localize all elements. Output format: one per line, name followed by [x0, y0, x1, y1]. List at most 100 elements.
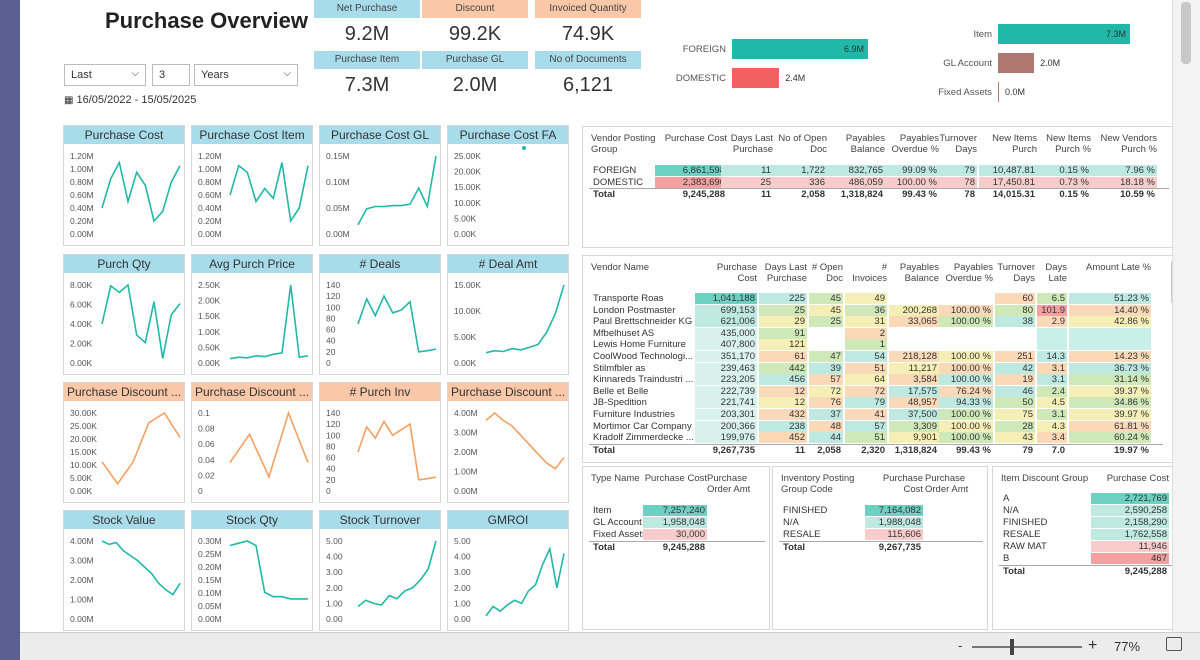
scroll-thumb[interactable] — [1181, 2, 1191, 64]
table-cell[interactable]: 0.73 % — [1037, 176, 1091, 188]
column-header[interactable]: Purchase Cost — [1106, 473, 1169, 484]
table-cell[interactable]: 9,901 — [889, 432, 939, 444]
table-cell[interactable]: 94.33 % — [939, 397, 993, 409]
table-cell[interactable]: 1,041,188 — [695, 293, 757, 304]
zoom-out-button[interactable]: - — [958, 638, 963, 653]
table-cell[interactable]: 121 — [759, 339, 807, 351]
table-cell[interactable]: 0.15 % — [1037, 165, 1091, 176]
table-cell[interactable]: Furniture Industries — [593, 409, 675, 420]
table-cell[interactable]: Mortimor Car Company — [593, 420, 692, 432]
table-cell[interactable]: 11,946 — [1091, 541, 1169, 552]
table-cell[interactable]: 435,000 — [695, 327, 757, 339]
column-header[interactable]: Purchase Cost — [644, 473, 707, 484]
table-cell[interactable]: 336 — [773, 176, 827, 188]
table-cell[interactable]: 6,861,598 — [655, 165, 727, 176]
table-cell[interactable]: 75 — [995, 409, 1035, 420]
series-line[interactable] — [357, 294, 437, 353]
table-cell[interactable]: RESALE — [783, 529, 821, 540]
table-cell[interactable] — [1069, 327, 1151, 339]
table-cell[interactable]: GL Account — [593, 517, 642, 528]
table-cell[interactable]: 1,958,048 — [643, 517, 707, 528]
column-header[interactable]: New Items Purch % — [1046, 133, 1091, 155]
column-header[interactable]: Payables Overdue % — [945, 262, 993, 284]
column-header[interactable]: Purchase Cost — [716, 262, 757, 284]
table-cell[interactable]: 72 — [809, 385, 843, 397]
table-cell[interactable]: B — [1003, 553, 1010, 564]
column-header[interactable]: Payables Overdue % — [891, 133, 939, 155]
table-cell[interactable]: 50 — [995, 397, 1035, 409]
table-cell[interactable]: RESALE — [1003, 529, 1041, 540]
table-cell[interactable] — [809, 339, 843, 350]
table-cell[interactable]: 11 — [721, 165, 773, 176]
chart-card[interactable]: Avg Purch Price 2.50K 2.00K 1.50K 1.00K 0.50K… — [191, 254, 313, 375]
page-scrollbar[interactable] — [1172, 0, 1200, 632]
table-cell[interactable]: 11,217 — [889, 362, 939, 374]
table-cell[interactable]: 17,575 — [889, 385, 939, 397]
table-cell[interactable]: Lewis Home Furniture — [593, 339, 686, 351]
table-cell[interactable]: 25 — [759, 304, 807, 316]
table-cell[interactable]: 3.4 — [1037, 432, 1067, 444]
series-line[interactable] — [357, 540, 437, 608]
table-cell[interactable]: 14.40 % — [1069, 304, 1151, 316]
table-cell[interactable]: 221,741 — [695, 397, 757, 409]
table-cell[interactable]: 1 — [845, 339, 887, 351]
table-cell[interactable]: 7.96 % — [1091, 165, 1157, 176]
column-header[interactable]: Amount Late % — [1086, 262, 1151, 273]
chart-card[interactable]: Stock Turnover 5.00 4.00 3.00 2.00 1.00 0.00 — [319, 510, 441, 631]
series-line[interactable] — [485, 284, 565, 354]
table-cell[interactable]: Item — [593, 505, 612, 516]
table-cell[interactable]: 79 — [845, 397, 887, 409]
table-cell[interactable]: 51 — [845, 432, 887, 444]
column-header[interactable]: Purchase Order Amt — [925, 473, 969, 495]
table-cell[interactable]: 76.24 % — [939, 385, 993, 397]
table-cell[interactable]: 46 — [995, 385, 1035, 397]
table-cell[interactable]: 12 — [759, 385, 807, 397]
table-cell[interactable]: 2 — [845, 327, 887, 339]
table-cell[interactable]: A — [1003, 493, 1010, 504]
table-cell[interactable]: 1,762,558 — [1091, 529, 1169, 540]
chart-card[interactable]: Purchase Discount ... 0.1 0.08 0.06 0.04 0.02… — [191, 382, 313, 503]
chart-card[interactable]: Purchase Cost 1.20M 1.00M 0.80M 0.60M 0.40M 0.… — [63, 125, 185, 246]
chart-card[interactable]: Purch Qty 8.00K 6.00K 4.00K 2.00K 0.00K — [63, 254, 185, 375]
table-cell[interactable]: 33,065 — [889, 316, 939, 328]
zoom-in-button[interactable]: + — [1088, 637, 1098, 654]
table-cell[interactable]: 4.3 — [1037, 420, 1067, 432]
table-cell[interactable]: Paul Brettschneider KG — [593, 316, 693, 328]
table-cell[interactable]: 200,366 — [695, 420, 757, 432]
table-cell[interactable]: London Postmaster — [593, 304, 676, 316]
table-cell[interactable]: 1,722 — [773, 165, 827, 176]
chart-card[interactable]: Stock Value 4.00M 3.00M 2.00M 1.00M 0.00M — [63, 510, 185, 631]
table-cell[interactable]: N/A — [1003, 505, 1019, 516]
table-cell[interactable]: 42 — [995, 362, 1035, 374]
table-cell[interactable]: 19 — [995, 374, 1035, 386]
series-line[interactable] — [357, 419, 437, 481]
table-cell[interactable] — [707, 505, 763, 516]
table-cell[interactable]: 42.86 % — [1069, 316, 1151, 328]
table-cell[interactable]: 64 — [845, 374, 887, 386]
table-cell[interactable]: 699,153 — [695, 304, 757, 316]
table-cell[interactable]: 467 — [1091, 553, 1169, 564]
table-cell[interactable]: JB-Spedition — [593, 397, 647, 409]
table-cell[interactable]: 49 — [845, 293, 887, 304]
column-header[interactable]: Vendor Name — [591, 262, 650, 273]
column-header[interactable]: Turnover Days — [997, 262, 1035, 284]
table-cell[interactable] — [1037, 327, 1067, 339]
table-cell[interactable]: 25 — [809, 316, 843, 328]
table-cell[interactable]: Kradolf Zimmerdecke ... — [593, 432, 694, 444]
table-cell[interactable]: 2,590,258 — [1091, 505, 1169, 516]
column-header[interactable]: Type Name — [591, 473, 640, 484]
table-cell[interactable]: 222,739 — [695, 385, 757, 397]
table-cell[interactable]: 28 — [995, 420, 1035, 432]
table-cell[interactable] — [939, 339, 993, 350]
chart-card[interactable]: Purchase Cost Item 1.20M 1.00M 0.80M 0.60M 0.… — [191, 125, 313, 246]
column-header[interactable]: Purchase Cost — [664, 133, 727, 144]
series-line[interactable] — [101, 411, 181, 486]
zoom-slider[interactable] — [972, 646, 1082, 648]
table-cell[interactable]: 3,584 — [889, 374, 939, 386]
table-cell[interactable]: 60 — [995, 293, 1035, 304]
table-cell[interactable]: 2,383,690 — [655, 176, 727, 188]
table-cell[interactable]: 57 — [809, 374, 843, 386]
table-cell[interactable]: 199,976 — [695, 432, 757, 444]
table-cell[interactable]: 51 — [845, 362, 887, 374]
bar[interactable] — [998, 24, 1130, 44]
